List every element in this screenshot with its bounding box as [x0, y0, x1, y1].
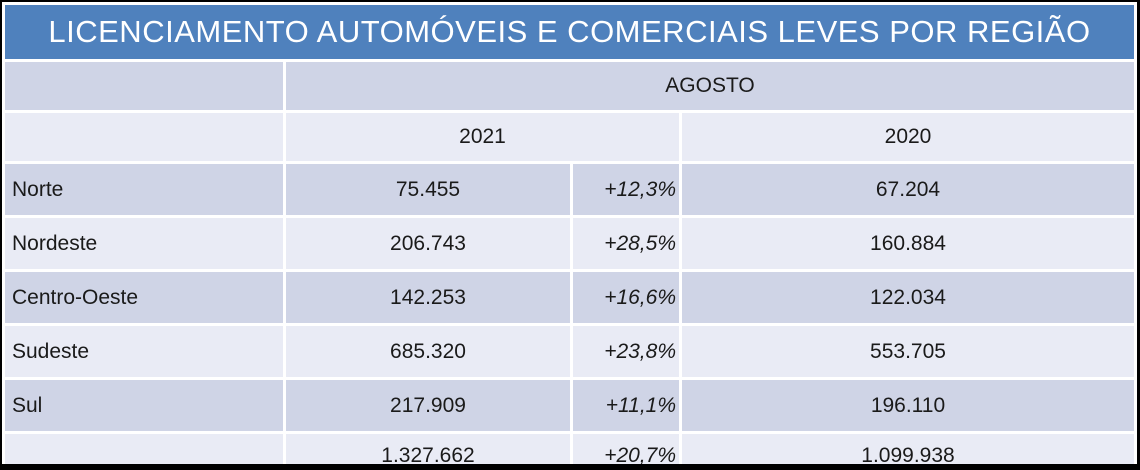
- total-2021-cell: 1.327.662: [286, 434, 570, 464]
- value-2021-cell: 217.909: [286, 380, 570, 431]
- region-label: Norte: [5, 164, 283, 215]
- value-2020-cell: 196.110: [682, 380, 1134, 431]
- value-2020-cell: 160.884: [682, 218, 1134, 269]
- delta-cell: +28,5%: [573, 218, 679, 269]
- value-2021-cell: 142.253: [286, 272, 570, 323]
- month-header-cell: AGOSTO: [286, 62, 1134, 110]
- year-header-row: 2021 2020: [5, 113, 1134, 161]
- delta-cell: +11,1%: [573, 380, 679, 431]
- title-row: LICENCIAMENTO AUTOMÓVEIS E COMERCIAIS LE…: [5, 5, 1134, 59]
- region-label: Centro-Oeste: [5, 272, 283, 323]
- table-row-norte: Norte 75.455 +12,3% 67.204: [5, 164, 1134, 215]
- total-empty-label: [5, 434, 283, 464]
- table-row-total: 1.327.662 +20,7% 1.099.938: [5, 434, 1134, 464]
- value-2021-cell: 685.320: [286, 326, 570, 377]
- value-2021-cell: 206.743: [286, 218, 570, 269]
- month-header-row: AGOSTO: [5, 62, 1134, 110]
- table-row-sul: Sul 217.909 +11,1% 196.110: [5, 380, 1134, 431]
- value-2020-cell: 122.034: [682, 272, 1134, 323]
- delta-cell: +23,8%: [573, 326, 679, 377]
- region-label: Sul: [5, 380, 283, 431]
- year-2020-header: 2020: [682, 113, 1134, 161]
- table-title: LICENCIAMENTO AUTOMÓVEIS E COMERCIAIS LE…: [5, 5, 1134, 59]
- value-2021-cell: 75.455: [286, 164, 570, 215]
- table-row-nordeste: Nordeste 206.743 +28,5% 160.884: [5, 218, 1134, 269]
- delta-cell: +16,6%: [573, 272, 679, 323]
- region-label: Sudeste: [5, 326, 283, 377]
- region-label: Nordeste: [5, 218, 283, 269]
- delta-cell: +12,3%: [573, 164, 679, 215]
- value-2020-cell: 67.204: [682, 164, 1134, 215]
- empty-corner-cell: [5, 113, 283, 161]
- table-row-centro-oeste: Centro-Oeste 142.253 +16,6% 122.034: [5, 272, 1134, 323]
- total-delta-cell: +20,7%: [573, 434, 679, 464]
- year-2021-header: 2021: [286, 113, 679, 161]
- total-2020-cell: 1.099.938: [682, 434, 1134, 464]
- table-row-sudeste: Sudeste 685.320 +23,8% 553.705: [5, 326, 1134, 377]
- value-2020-cell: 553.705: [682, 326, 1134, 377]
- empty-corner-cell: [5, 62, 283, 110]
